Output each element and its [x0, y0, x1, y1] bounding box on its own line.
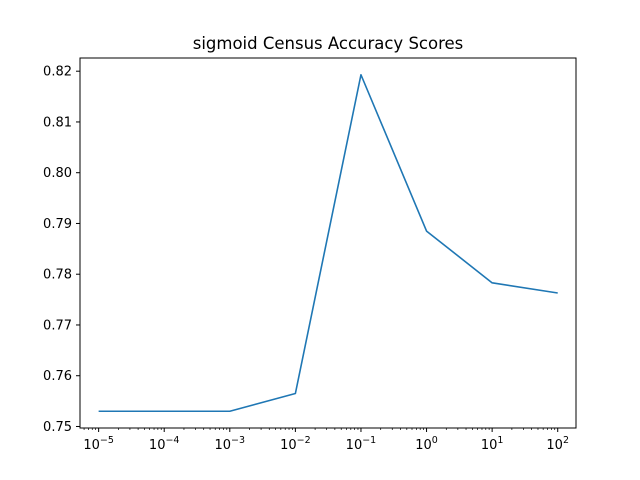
y-tick-label: 0.76 [43, 369, 72, 384]
x-tick-label: 10−4 [149, 435, 180, 453]
x-tick-label: 102 [546, 435, 569, 453]
x-tick-label: 10−2 [280, 435, 311, 453]
y-tick-label: 0.80 [43, 166, 72, 181]
chart-title: sigmoid Census Accuracy Scores [193, 34, 464, 53]
x-tick-label: 10−5 [83, 435, 114, 453]
y-tick-label: 0.78 [43, 268, 72, 283]
x-tick-label: 101 [481, 435, 504, 453]
plot-area: 10−5 10−4 10−3 10−2 10−1 100 101 102 0.75 0.76 0.7… [43, 65, 569, 453]
x-tick-label: 10−1 [346, 435, 377, 453]
series-line [98, 73, 558, 413]
axes-frame [79, 57, 577, 429]
y-tick-label: 0.79 [43, 217, 72, 232]
y-tick-label: 0.77 [43, 318, 72, 333]
x-tick-label: 10−3 [215, 435, 246, 453]
x-tick-label: 100 [415, 435, 438, 453]
y-tick-label: 0.75 [43, 420, 72, 435]
y-tick-label: 0.81 [43, 115, 72, 130]
y-tick-label: 0.82 [43, 65, 72, 80]
